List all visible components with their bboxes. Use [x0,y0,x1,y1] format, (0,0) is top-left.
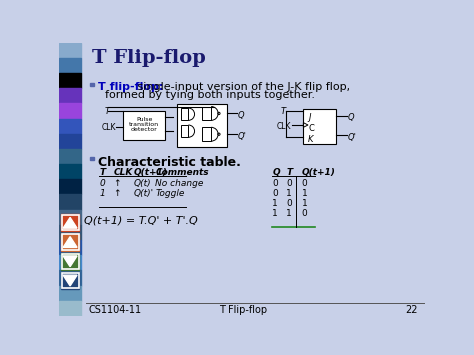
Bar [61,234,80,251]
Text: 1: 1 [273,209,278,218]
Text: Q': Q' [237,132,246,141]
Text: 0: 0 [286,199,292,208]
Polygon shape [63,217,77,228]
Bar [59,134,81,149]
Bar [59,103,81,119]
Text: transition: transition [129,122,159,127]
Bar [59,164,81,179]
Bar [303,109,336,144]
Text: Characteristic table.: Characteristic table. [98,156,241,169]
Bar [62,273,79,288]
Text: Q(t)': Q(t)' [134,189,154,198]
Bar [59,225,81,240]
Bar [59,255,81,271]
Bar [59,43,81,58]
Bar [59,88,81,103]
Bar [59,240,81,255]
Text: Comments: Comments [155,168,209,177]
Text: 0: 0 [273,179,278,188]
Bar [61,214,80,231]
Bar [62,253,79,269]
Polygon shape [63,256,77,267]
Text: T Flip-flop: T Flip-flop [219,305,267,315]
Text: T: T [281,106,286,115]
Text: 0: 0 [302,209,308,218]
Text: single-input version of the J-K flip flop,: single-input version of the J-K flip flo… [135,82,351,92]
Bar [177,104,228,147]
Bar [59,149,81,164]
Text: Q': Q' [347,133,356,142]
Text: Toggle: Toggle [155,189,185,198]
Text: Q(t+1): Q(t+1) [134,168,167,177]
Bar [181,108,188,120]
Bar [90,157,94,160]
Text: T Flip-flop: T Flip-flop [92,49,206,67]
Text: CS1104-11: CS1104-11 [89,305,142,315]
Bar [62,234,79,250]
Bar [59,271,81,285]
Text: ↑: ↑ [113,189,121,198]
Bar [202,127,211,141]
Text: formed by tying both inputs together.: formed by tying both inputs together. [105,90,315,100]
Text: Q(t): Q(t) [134,179,151,188]
Text: T: T [104,107,109,116]
Text: T: T [100,168,106,177]
Text: 0: 0 [273,189,278,198]
Bar [59,179,81,195]
Text: 1: 1 [286,189,292,198]
Text: ↑: ↑ [113,179,121,188]
Bar [59,210,81,225]
Text: J: J [308,113,310,122]
Bar [62,215,79,230]
Bar [90,83,94,87]
Text: Q(t+1): Q(t+1) [302,168,336,177]
Text: 0: 0 [286,179,292,188]
Text: C: C [308,124,314,133]
Bar [59,285,81,301]
Bar [61,272,80,289]
Text: Q: Q [347,114,354,122]
Bar [202,106,211,120]
Text: 0: 0 [100,179,105,188]
Text: 1: 1 [273,199,278,208]
Text: Q(t+1) = T.Q' + T'.Q: Q(t+1) = T.Q' + T'.Q [84,216,198,226]
Text: 22: 22 [405,305,417,315]
Text: T flip-flop:: T flip-flop: [98,82,164,92]
Text: 1: 1 [100,189,105,198]
Polygon shape [63,237,77,247]
Bar [59,73,81,88]
Text: detector: detector [131,127,157,132]
Bar [59,58,81,73]
Text: 1: 1 [286,209,292,218]
Polygon shape [63,275,77,286]
Text: CLK: CLK [102,124,117,132]
Text: T: T [286,168,292,177]
Bar [59,195,81,210]
Text: 0: 0 [302,179,308,188]
Bar [59,119,81,134]
Text: No change: No change [155,179,204,188]
Text: Q: Q [273,168,280,177]
Text: K: K [308,135,313,144]
Bar [61,253,80,270]
Text: 1: 1 [302,189,308,198]
Text: Q: Q [237,111,244,120]
Text: CLK: CLK [113,168,133,177]
Bar [59,301,81,316]
Bar [181,125,188,137]
Text: Pulse: Pulse [136,116,152,121]
Bar [123,111,165,140]
Text: 1: 1 [302,199,308,208]
Text: CLK: CLK [276,122,291,131]
